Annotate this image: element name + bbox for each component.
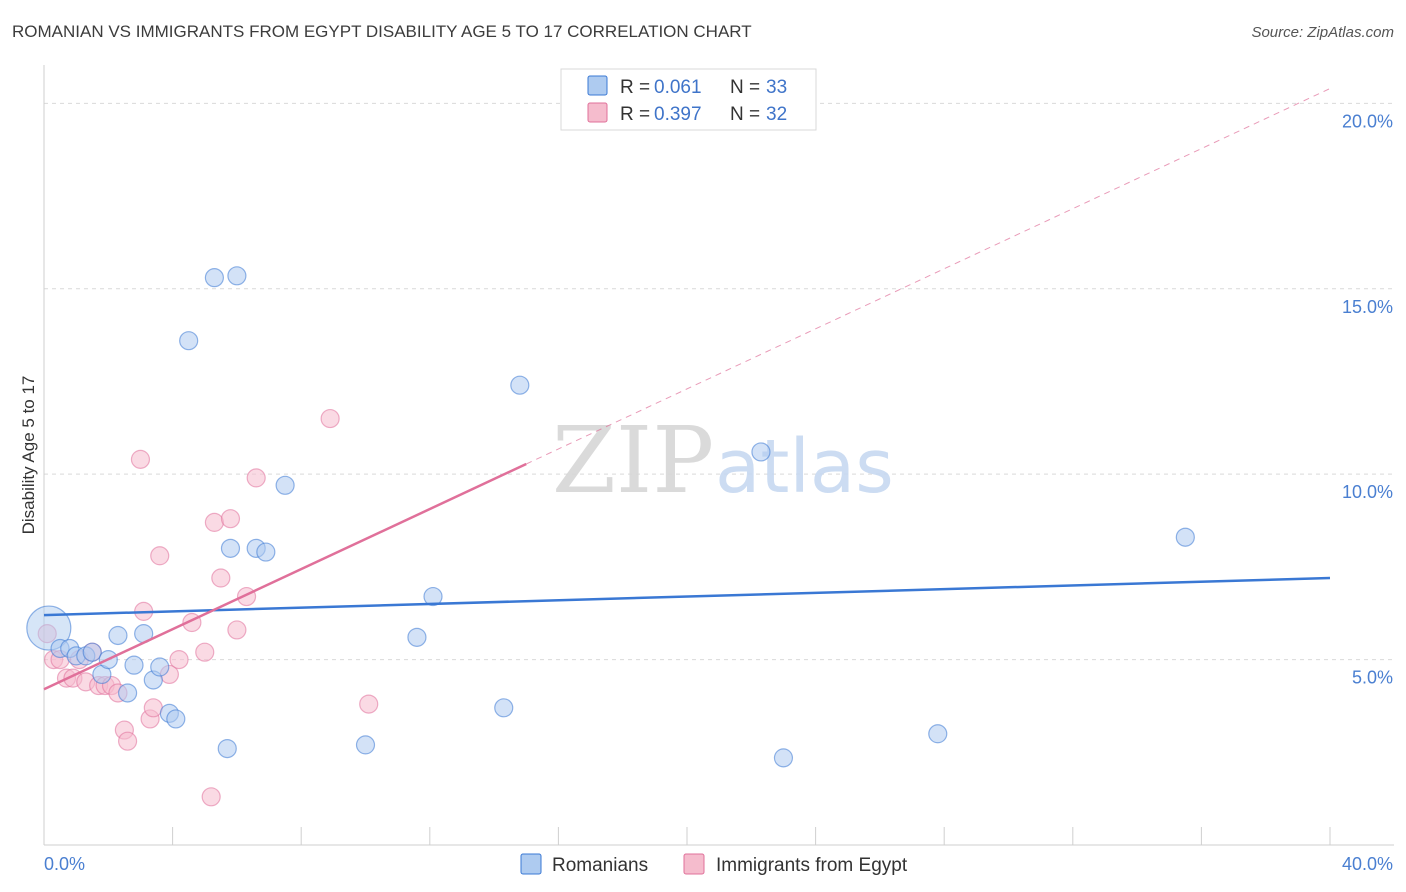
source-credit: Source: ZipAtlas.com bbox=[1251, 24, 1394, 41]
series-romanians-points bbox=[26, 266, 1195, 768]
x-tick-label-0: 0.0% bbox=[44, 854, 85, 874]
egypt-point-30 bbox=[320, 408, 340, 429]
egypt-point-24 bbox=[204, 512, 224, 532]
legend-r-label-egypt: R = bbox=[620, 104, 650, 125]
romanians-point-25 bbox=[407, 627, 427, 647]
romanians-point-26 bbox=[423, 586, 443, 607]
bottom-legend-swatch-egypt bbox=[683, 853, 705, 875]
legend-swatch-egypt bbox=[587, 102, 608, 123]
axes bbox=[43, 65, 1394, 846]
romanians-point-10 bbox=[124, 655, 144, 675]
egypt-point-29 bbox=[246, 468, 266, 488]
y-tick-label-2: 15.0% bbox=[1342, 297, 1393, 317]
legend: R = 0.061 N = 33 R = 0.397 N = 32 bbox=[560, 68, 817, 131]
romanians-point-8 bbox=[108, 625, 128, 646]
bottom-legend-romanians: Romanians bbox=[552, 855, 648, 876]
y-tick-label-0: 5.0% bbox=[1352, 668, 1393, 688]
trend-line-egypt-projection bbox=[526, 88, 1331, 465]
romanians-point-27 bbox=[494, 698, 514, 718]
legend-n-label-romanians: N = bbox=[730, 77, 760, 98]
romanians-point-19 bbox=[220, 538, 241, 558]
legend-n-label-egypt: N = bbox=[730, 104, 760, 125]
egypt-point-26 bbox=[220, 509, 241, 529]
legend-r-value-egypt: 0.397 bbox=[654, 104, 702, 125]
legend-swatch-romanians bbox=[587, 75, 608, 96]
egypt-point-14 bbox=[130, 449, 151, 469]
romanians-point-5 bbox=[82, 642, 102, 662]
romanians-point-15 bbox=[166, 709, 186, 729]
bottom-legend-swatch-romanians bbox=[520, 853, 542, 875]
egypt-point-20 bbox=[169, 649, 189, 670]
romanians-point-17 bbox=[204, 268, 224, 288]
romanians-point-22 bbox=[256, 542, 276, 562]
chart-title: ROMANIAN VS IMMIGRANTS FROM EGYPT DISABI… bbox=[12, 22, 752, 41]
legend-n-value-romanians: 33 bbox=[766, 77, 787, 98]
egypt-point-27 bbox=[227, 620, 247, 640]
egypt-point-13 bbox=[117, 731, 138, 751]
romanians-point-28 bbox=[510, 375, 530, 395]
romanians-point-13 bbox=[150, 657, 170, 677]
y-tick-label-1: 10.0% bbox=[1342, 482, 1393, 502]
romanians-point-29 bbox=[751, 442, 771, 462]
romanians-point-20 bbox=[227, 266, 247, 286]
bottom-legend-egypt: Immigrants from Egypt bbox=[716, 855, 908, 876]
romanians-point-18 bbox=[217, 738, 237, 759]
x-tick-label-1: 40.0% bbox=[1342, 854, 1393, 874]
romanians-point-30 bbox=[773, 748, 794, 768]
romanians-point-16 bbox=[179, 331, 199, 351]
trend-line-romanians bbox=[43, 576, 1331, 617]
egypt-point-17 bbox=[143, 698, 163, 718]
romanians-point-32 bbox=[1175, 527, 1195, 547]
romanians-point-31 bbox=[928, 724, 948, 744]
grid-lines bbox=[44, 102, 1394, 661]
legend-r-value-romanians: 0.061 bbox=[654, 77, 702, 98]
egypt-point-23 bbox=[201, 787, 221, 807]
y-axis-label: Disability Age 5 to 17 bbox=[19, 376, 38, 535]
axis-labels: 5.0% 10.0% 15.0% 20.0% 0.0% 40.0% bbox=[44, 111, 1393, 874]
romanians-point-24 bbox=[355, 735, 376, 755]
y-tick-label-3: 20.0% bbox=[1342, 111, 1393, 131]
egypt-point-18 bbox=[150, 546, 170, 566]
watermark: ZIP atlas bbox=[552, 407, 894, 514]
egypt-point-22 bbox=[195, 642, 215, 662]
trend-lines bbox=[43, 88, 1331, 691]
watermark-atlas: atlas bbox=[715, 424, 894, 510]
egypt-point-25 bbox=[211, 568, 231, 588]
legend-n-value-egypt: 32 bbox=[766, 104, 787, 125]
egypt-point-31 bbox=[359, 694, 379, 714]
romanians-point-23 bbox=[275, 475, 295, 495]
bottom-legend: Romanians Immigrants from Egypt bbox=[520, 853, 908, 876]
legend-r-label-romanians: R = bbox=[620, 77, 650, 98]
trend-line-egypt bbox=[43, 462, 527, 691]
watermark-zip: ZIP bbox=[552, 407, 714, 514]
romanians-point-9 bbox=[117, 683, 138, 703]
